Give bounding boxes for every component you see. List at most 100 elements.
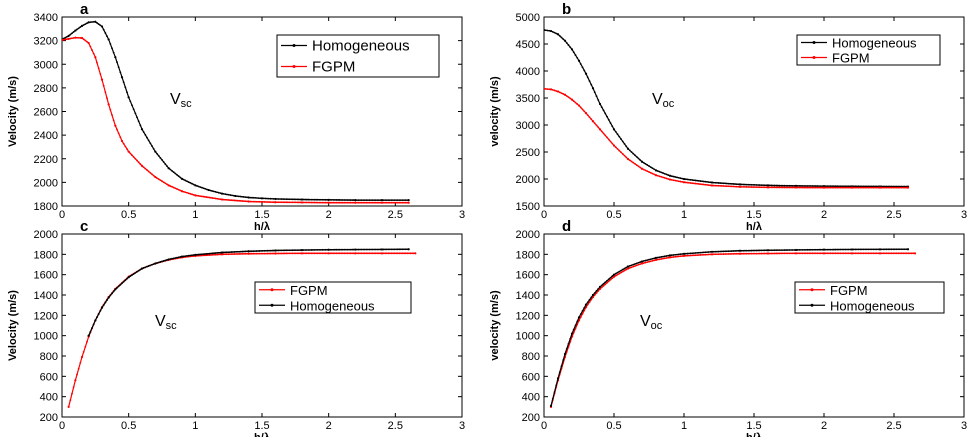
series-point <box>903 186 906 189</box>
series-point <box>842 186 845 189</box>
series-point <box>377 248 380 251</box>
data-point <box>766 252 770 255</box>
data-point <box>120 139 124 143</box>
series-point <box>162 181 165 184</box>
series-point <box>681 255 684 257</box>
x-tick-label: 1.5 <box>746 420 761 432</box>
series-point <box>702 251 705 254</box>
series-point <box>614 146 617 149</box>
series-point <box>393 252 396 255</box>
series-point <box>660 256 663 258</box>
series-point <box>401 201 404 204</box>
series-point <box>338 252 341 255</box>
series-point <box>186 255 188 257</box>
series-point <box>265 201 267 203</box>
series-point <box>813 185 816 187</box>
data-point <box>94 20 97 23</box>
series-point <box>62 38 65 41</box>
y-tick-label: 1800 <box>516 249 540 261</box>
series-point <box>775 186 778 189</box>
series-point <box>197 194 200 197</box>
series-point <box>403 252 406 255</box>
series-point <box>366 199 369 201</box>
series-point <box>897 252 900 255</box>
series-point <box>618 135 621 138</box>
series-point <box>406 199 408 201</box>
series-point <box>370 252 372 255</box>
series-point <box>79 37 82 39</box>
y-tick-label: 800 <box>40 351 58 363</box>
series-point <box>249 196 252 199</box>
series-point <box>623 269 626 272</box>
series-point <box>199 195 201 197</box>
series-point <box>716 250 718 253</box>
series-point <box>760 186 763 189</box>
series-point <box>169 168 172 171</box>
series-point <box>864 252 867 255</box>
series-point <box>296 252 299 255</box>
series-point <box>86 40 88 43</box>
series-point <box>785 249 788 251</box>
series-point <box>299 252 302 255</box>
series-point <box>588 116 591 119</box>
series-point <box>324 252 327 255</box>
series-point <box>581 108 584 111</box>
series-point <box>243 252 245 255</box>
data-point <box>766 184 770 187</box>
data-point <box>380 252 384 255</box>
series-point <box>72 31 75 33</box>
series-point <box>377 201 380 204</box>
series-point <box>271 249 274 252</box>
data-point <box>234 194 237 198</box>
x-tick-label: 1.5 <box>746 209 761 221</box>
series-point <box>796 186 799 189</box>
series-point <box>758 184 761 186</box>
data-point <box>74 379 77 382</box>
series-point <box>232 194 235 197</box>
series-point <box>632 265 635 268</box>
series-point <box>602 132 605 135</box>
series-point <box>597 288 600 290</box>
series-point <box>310 249 313 251</box>
x-tick-label: 2 <box>326 209 332 221</box>
series-point <box>821 252 824 255</box>
series-point <box>553 31 556 34</box>
series-point <box>844 252 847 255</box>
data-point <box>556 90 560 93</box>
series-point <box>604 112 607 115</box>
series-point <box>280 201 283 204</box>
data-point <box>612 275 616 278</box>
series-point <box>341 199 344 201</box>
series-point <box>84 39 87 42</box>
series-point <box>620 269 622 272</box>
series-point <box>241 252 244 255</box>
series-point <box>699 180 702 182</box>
x-tick-label: 1.5 <box>254 420 269 432</box>
series-point <box>131 154 133 157</box>
series-point <box>159 261 162 263</box>
series-point <box>304 201 307 204</box>
series-point <box>775 249 778 252</box>
series-point <box>593 91 596 94</box>
x-tick-label: 3 <box>961 209 967 221</box>
series-point <box>720 182 723 185</box>
legend-box <box>254 281 412 314</box>
x-axis-label: h/λ <box>746 221 762 233</box>
x-axis-label: h/λ <box>254 432 270 437</box>
series-point <box>804 185 807 187</box>
data-point <box>220 253 224 256</box>
series-point <box>69 37 72 40</box>
data-point <box>766 186 770 189</box>
series-point <box>826 248 829 251</box>
series-point <box>595 95 598 98</box>
x-axis-label: h/λ <box>746 432 762 437</box>
series-point <box>290 249 292 252</box>
data-point <box>300 248 304 252</box>
series-point <box>663 255 666 258</box>
series-point <box>551 398 554 400</box>
series-point <box>337 252 339 255</box>
data-point <box>563 352 567 356</box>
series-point <box>189 181 192 184</box>
series-point <box>586 114 589 117</box>
series-point <box>865 185 868 188</box>
